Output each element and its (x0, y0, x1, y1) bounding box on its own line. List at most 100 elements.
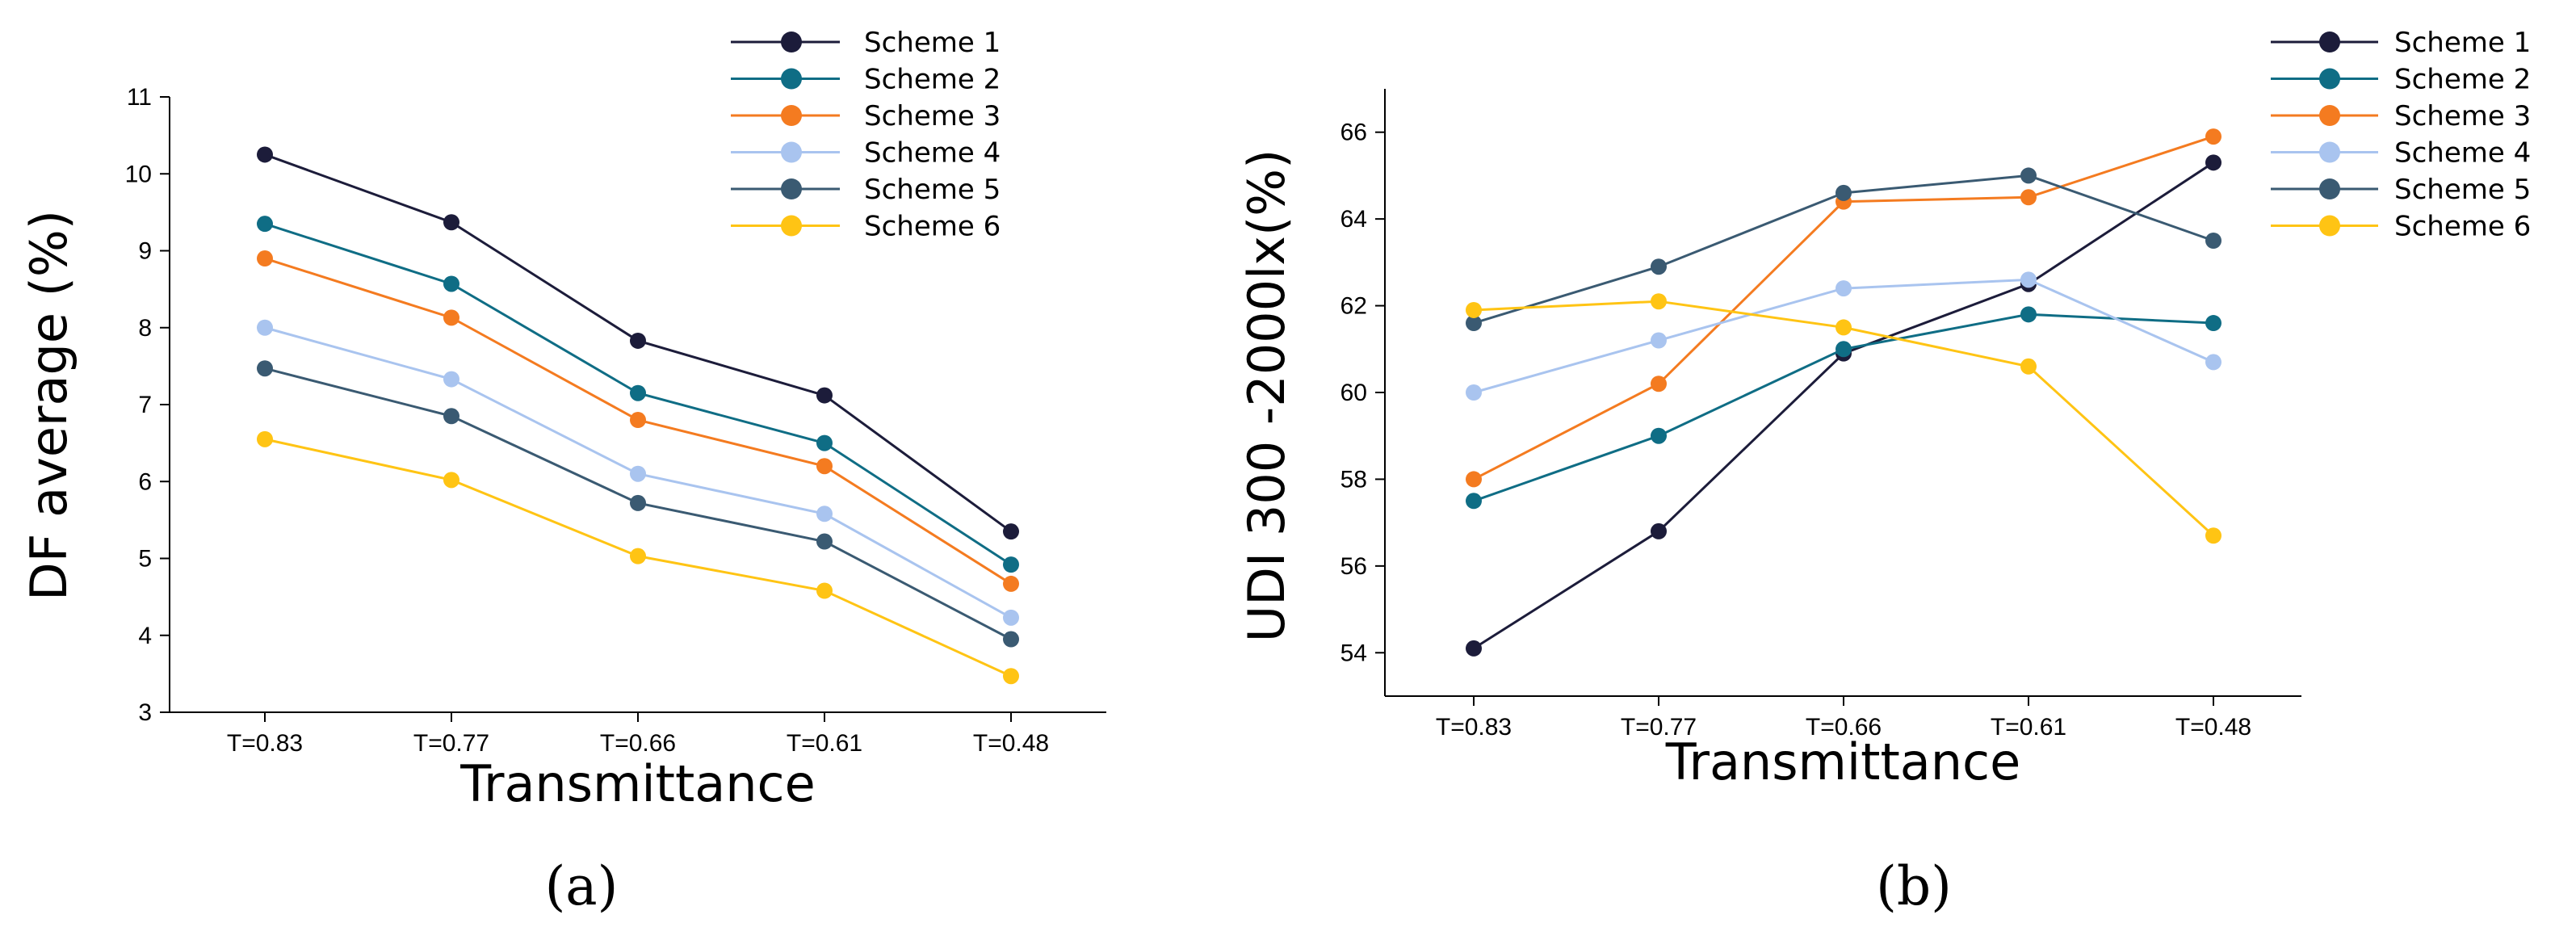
data-point (2205, 154, 2221, 171)
legend-marker (2319, 105, 2340, 126)
chart-panel-a: 3 4 5 6 7 8 9 10 11 T=0.83 T=0.77 T=0.66 T=0.61 T=0.4… (19, 27, 1106, 917)
legend-label: Scheme 1 (864, 27, 1001, 59)
data-point (2020, 306, 2037, 323)
legend-label: Scheme 3 (864, 100, 1001, 132)
data-point (630, 412, 646, 429)
data-point (630, 332, 646, 349)
x-tick-label: T=0.61 (787, 730, 862, 757)
data-point (1651, 427, 1667, 444)
data-point (1003, 609, 1019, 626)
data-point (816, 434, 833, 451)
legend-marker (2319, 178, 2340, 199)
legend-label: Scheme 2 (2394, 64, 2531, 96)
legend-marker (781, 105, 802, 126)
data-point (1003, 575, 1019, 592)
data-point (2020, 358, 2037, 375)
data-point (1651, 332, 1667, 349)
data-point (1466, 640, 1482, 657)
legend-label: Scheme 6 (2394, 211, 2531, 243)
data-point (1003, 631, 1019, 648)
legend-label: Scheme 5 (864, 174, 1001, 206)
x-tick-label: T=0.66 (1806, 714, 1882, 741)
series-line (1473, 162, 2214, 650)
legend-label: Scheme 6 (864, 211, 1001, 243)
legend-marker (2319, 68, 2340, 90)
x-tick-label: T=0.83 (1436, 714, 1512, 741)
data-point (630, 494, 646, 511)
x-tick-label: T=0.77 (1621, 714, 1697, 741)
legend-marker (781, 68, 802, 90)
data-point (2020, 271, 2037, 288)
data-point (1003, 556, 1019, 573)
data-point (2205, 128, 2221, 145)
data-point (257, 146, 273, 163)
data-point (257, 360, 273, 377)
legend-marker (781, 215, 802, 237)
y-tick-label: 60 (1340, 380, 1367, 406)
y-tick-label: 11 (127, 84, 152, 111)
x-tick-label: T=0.48 (973, 730, 1049, 757)
data-point (1836, 319, 1852, 336)
y-tick-label: 54 (1340, 640, 1367, 666)
data-point (257, 250, 273, 267)
data-point (257, 430, 273, 447)
data-point (443, 371, 459, 388)
data-point (1651, 522, 1667, 539)
y-tick-label: 10 (125, 161, 152, 187)
legend-label: Scheme 1 (2394, 27, 2531, 59)
y-tick-label: 8 (138, 315, 152, 342)
legend-marker (2319, 31, 2340, 52)
legend-label: Scheme 5 (2394, 174, 2531, 206)
data-point (816, 387, 833, 404)
y-tick-label: 9 (138, 238, 152, 265)
x-tick-label: T=0.48 (2175, 714, 2251, 741)
y-tick-label: 7 (138, 392, 152, 418)
x-tick-label: T=0.66 (600, 730, 676, 757)
y-tick-label: 66 (1340, 120, 1367, 146)
legend-label: Scheme 2 (864, 64, 1001, 96)
data-point (2205, 233, 2221, 249)
data-point (1466, 384, 1482, 401)
y-tick-label: 64 (1340, 206, 1367, 233)
data-point (257, 216, 273, 233)
legend-marker (2319, 215, 2340, 237)
data-point (816, 533, 833, 550)
panel-label: (b) (1876, 855, 1952, 917)
x-axis-title: Transmittance (1665, 732, 2021, 791)
data-point (1466, 315, 1482, 332)
data-point (1836, 341, 1852, 358)
x-tick-label: T=0.83 (227, 730, 303, 757)
data-point (1651, 293, 1667, 310)
data-point (2205, 527, 2221, 544)
legend-label: Scheme 4 (864, 137, 1001, 170)
data-point (443, 214, 459, 231)
data-point (630, 384, 646, 401)
data-point (816, 582, 833, 599)
y-axis-title: UDI 300 -2000lx(%) (1237, 149, 1296, 643)
legend-marker (781, 178, 802, 199)
legend-label: Scheme 3 (2394, 100, 2531, 132)
data-point (443, 275, 459, 292)
data-point (1003, 523, 1019, 540)
series-line (1473, 278, 2214, 394)
x-axis-title: Transmittance (459, 754, 816, 813)
data-point (816, 506, 833, 522)
data-point (2205, 354, 2221, 371)
panel-label: (a) (545, 855, 619, 917)
y-tick-label: 6 (138, 468, 152, 495)
data-point (630, 465, 646, 482)
data-point (443, 408, 459, 425)
data-point (2020, 167, 2037, 184)
y-tick-label: 4 (138, 623, 152, 649)
data-point (443, 472, 459, 489)
y-tick-label: 56 (1340, 553, 1367, 580)
x-tick-label: T=0.61 (1991, 714, 2066, 741)
data-point (1836, 184, 1852, 201)
legend-marker (781, 141, 802, 163)
y-tick-label: 3 (138, 699, 152, 726)
chart-panel-b: 54 56 58 60 62 64 66 T=0.83 T=0.77 T=0.66 T=0.61 T=… (1237, 27, 2531, 917)
data-point (257, 319, 273, 336)
y-tick-label: 62 (1340, 293, 1367, 320)
data-point (443, 309, 459, 326)
y-axis-title: DF average (%) (19, 210, 78, 601)
